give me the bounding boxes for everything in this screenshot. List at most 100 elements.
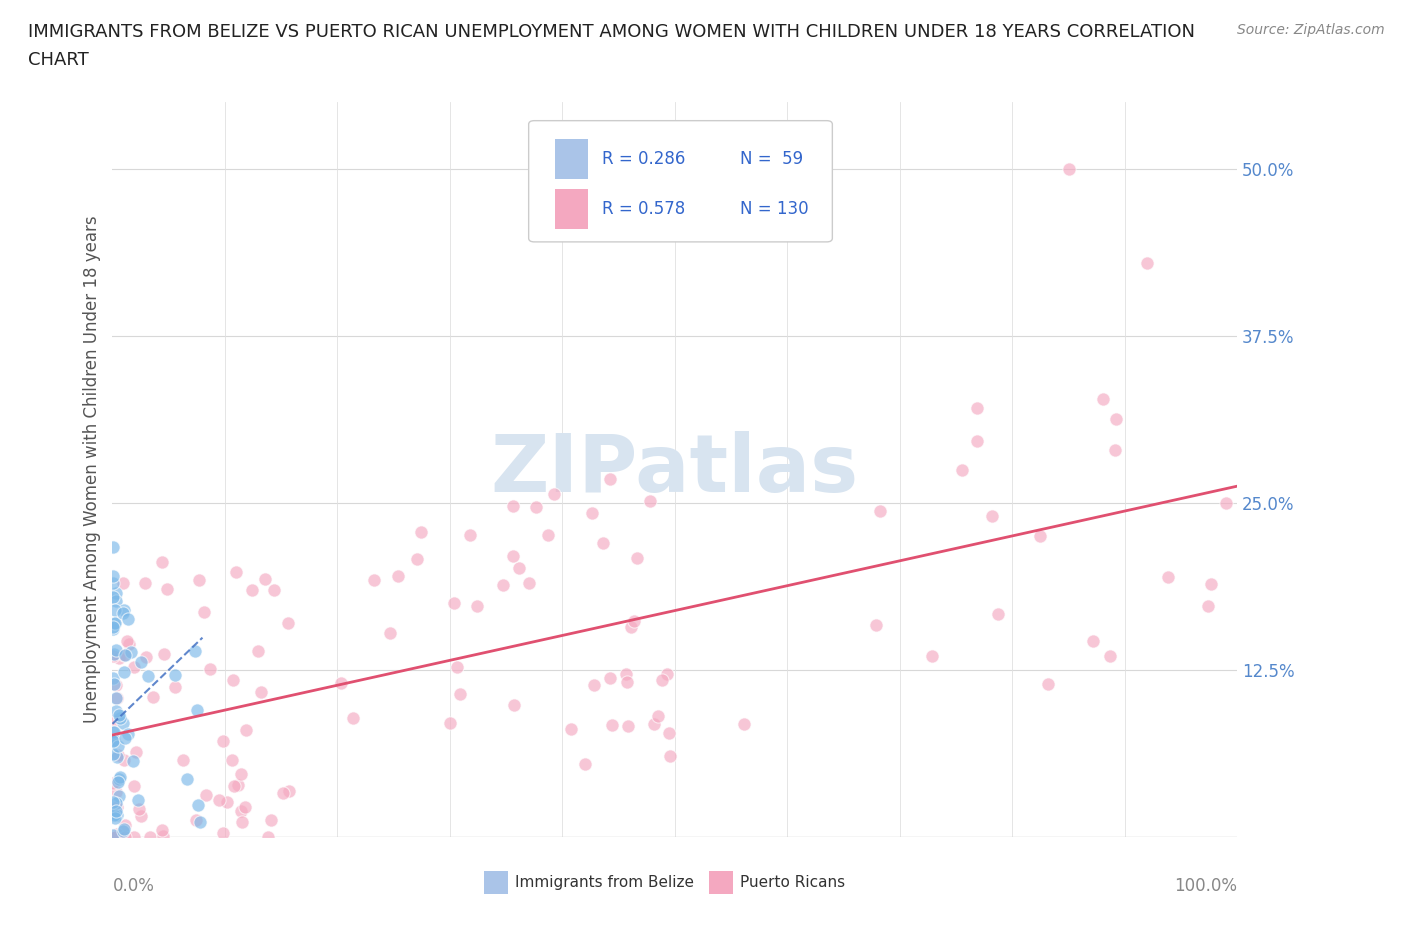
Point <box>112 665 135 680</box>
Point <box>117 726 139 741</box>
Point <box>212 734 235 749</box>
Point <box>103 734 125 749</box>
Point <box>1157 570 1180 585</box>
Point <box>107 775 129 790</box>
Text: N =  59: N = 59 <box>740 150 803 168</box>
Point <box>188 573 211 588</box>
Point <box>114 648 136 663</box>
Point <box>225 565 247 579</box>
Point <box>101 648 124 663</box>
Point <box>152 829 174 844</box>
Text: IMMIGRANTS FROM BELIZE VS PUERTO RICAN UNEMPLOYMENT AMONG WOMEN WITH CHILDREN UN: IMMIGRANTS FROM BELIZE VS PUERTO RICAN U… <box>28 23 1195 41</box>
Point <box>1038 676 1060 691</box>
Point <box>104 784 127 799</box>
Point <box>127 792 149 807</box>
Point <box>101 620 124 635</box>
Point <box>101 724 124 739</box>
Point <box>643 716 665 731</box>
Point <box>221 752 243 767</box>
Point <box>981 509 1004 524</box>
Point <box>104 603 127 618</box>
Point <box>1136 255 1159 270</box>
Point <box>574 757 596 772</box>
Point <box>278 784 301 799</box>
Point <box>966 434 988 449</box>
Point <box>1105 411 1128 426</box>
Point <box>626 551 648 565</box>
Point <box>599 472 621 486</box>
Point <box>222 672 245 687</box>
Point <box>517 576 540 591</box>
Point <box>465 599 488 614</box>
Point <box>101 794 124 809</box>
Point <box>101 576 124 591</box>
Point <box>600 718 623 733</box>
Point <box>101 590 124 604</box>
FancyBboxPatch shape <box>529 121 832 242</box>
Point <box>187 797 209 812</box>
Point <box>105 750 128 764</box>
Point <box>165 668 187 683</box>
Point <box>124 830 146 844</box>
Point <box>217 794 239 809</box>
Point <box>537 527 560 542</box>
Text: ZIPatlas: ZIPatlas <box>491 431 859 509</box>
Point <box>117 611 139 626</box>
Point <box>1057 162 1080 177</box>
Point <box>458 527 481 542</box>
Point <box>105 690 128 705</box>
Point <box>226 777 249 792</box>
Point <box>1104 443 1126 458</box>
Point <box>163 680 186 695</box>
Point <box>104 830 127 844</box>
Point <box>222 779 245 794</box>
Text: R = 0.578: R = 0.578 <box>602 200 685 218</box>
Point <box>124 744 146 759</box>
Point <box>103 734 125 749</box>
Point <box>108 711 131 725</box>
Point <box>1081 634 1104 649</box>
Point <box>107 827 129 842</box>
Point <box>235 723 257 737</box>
Point <box>101 622 124 637</box>
Point <box>254 572 277 587</box>
Point <box>246 644 269 658</box>
Point <box>231 804 253 818</box>
Point <box>111 823 134 838</box>
Point <box>582 678 605 693</box>
Point <box>152 823 174 838</box>
Point <box>110 770 132 785</box>
Point <box>502 498 524 513</box>
Point <box>184 644 207 658</box>
Point <box>186 703 208 718</box>
Point <box>658 725 681 740</box>
Point <box>560 722 582 737</box>
Point <box>124 659 146 674</box>
Point <box>172 752 194 767</box>
Point <box>101 569 124 584</box>
Point <box>620 619 643 634</box>
Point <box>240 582 263 597</box>
Point <box>112 603 135 618</box>
Point <box>107 747 129 762</box>
Point <box>150 554 173 569</box>
Text: N = 130: N = 130 <box>740 200 808 218</box>
Point <box>112 648 135 663</box>
Point <box>111 715 134 730</box>
Point <box>865 618 887 632</box>
Point <box>114 830 136 844</box>
Point <box>193 605 215 620</box>
Point <box>112 822 135 837</box>
Point <box>101 830 124 844</box>
Point <box>492 578 515 592</box>
Point <box>112 576 135 591</box>
Point <box>260 812 283 827</box>
Point <box>229 766 252 781</box>
Point <box>111 606 134 621</box>
Point <box>122 778 145 793</box>
Point <box>103 616 125 631</box>
Point <box>342 711 364 725</box>
Point <box>107 738 129 753</box>
Point <box>1197 598 1219 613</box>
Point <box>103 676 125 691</box>
